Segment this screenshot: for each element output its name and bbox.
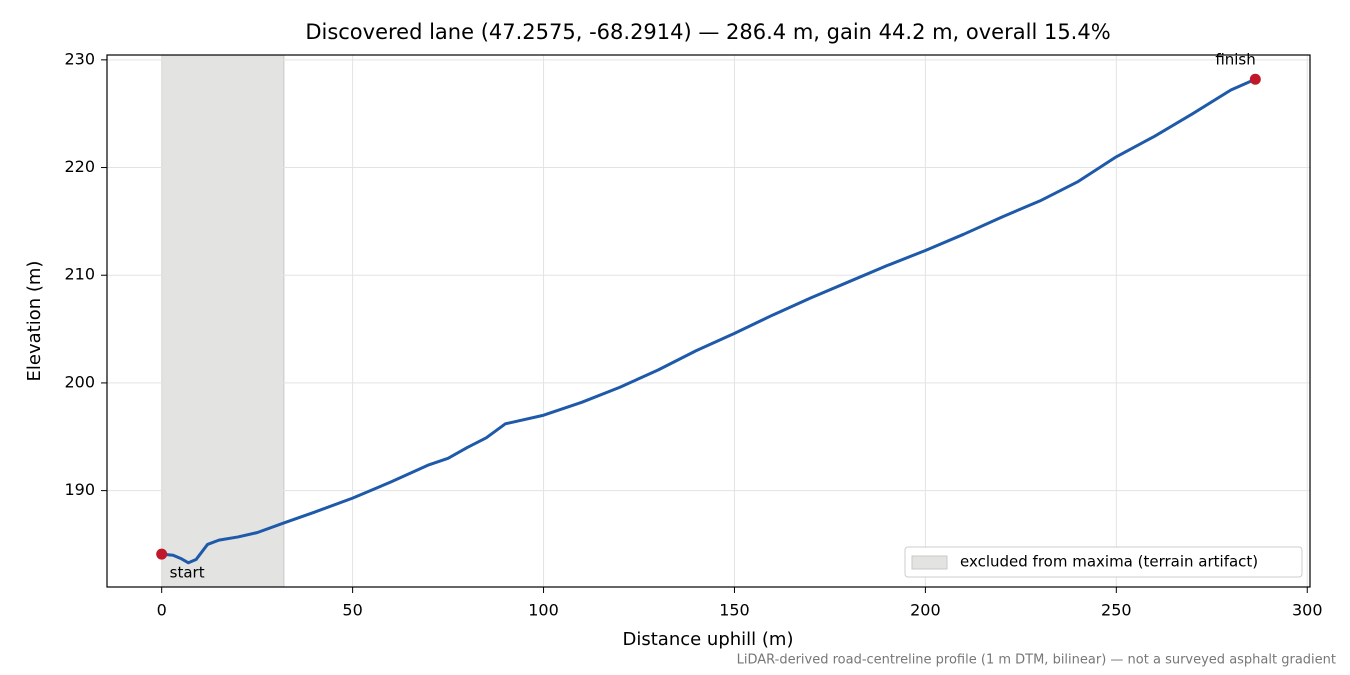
legend-swatch <box>911 555 948 570</box>
y-tick-label: 220 <box>64 157 95 176</box>
endpoint-marker <box>156 548 168 560</box>
y-tick-label: 210 <box>64 265 95 284</box>
elevation-line <box>161 77 1256 565</box>
x-tick-label: 100 <box>528 601 559 620</box>
plot-frame <box>106 54 1311 588</box>
y-tick-label: 190 <box>64 480 95 499</box>
legend-box <box>904 546 1303 578</box>
x-tick-label: 250 <box>1101 601 1132 620</box>
y-tick-label: 230 <box>64 49 95 68</box>
excluded-span <box>161 54 285 588</box>
x-tick-label: 300 <box>1292 601 1323 620</box>
endpoint-label: start <box>170 564 205 582</box>
x-tick-label: 150 <box>719 601 750 620</box>
y-tick-label: 200 <box>64 372 95 391</box>
x-tick-label: 50 <box>342 601 362 620</box>
x-axis-label: Distance uphill (m) <box>623 629 794 650</box>
y-axis-label: Elevation (m) <box>24 261 45 382</box>
legend-label: excluded from maxima (terrain artifact) <box>960 553 1258 571</box>
x-tick-label: 0 <box>157 601 167 620</box>
endpoint-marker <box>1249 73 1261 85</box>
footnote: LiDAR-derived road-centreline profile (1… <box>737 653 1336 668</box>
endpoint-label: finish <box>1215 51 1255 69</box>
x-tick-label: 200 <box>910 601 941 620</box>
chart-title: Discovered lane (47.2575, -68.2914) — 28… <box>305 20 1110 44</box>
